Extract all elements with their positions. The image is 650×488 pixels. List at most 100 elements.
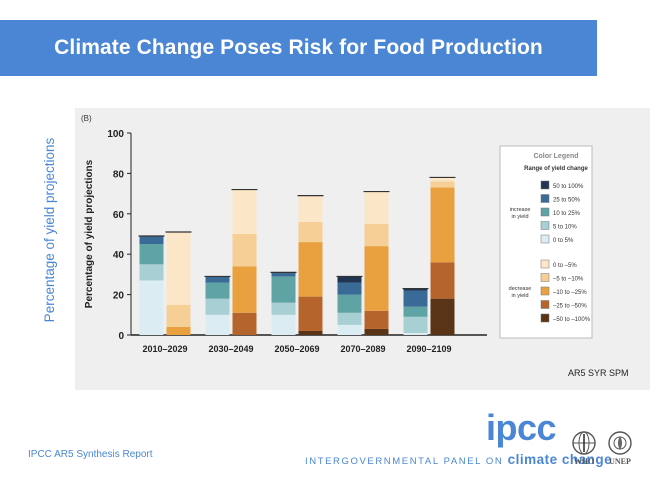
legend-swatch-decrease — [540, 313, 550, 323]
bar-segment-increase — [271, 314, 296, 335]
x-tick-label: 2010–2029 — [142, 344, 187, 354]
y-axis-title: Percentage of yield projections — [84, 159, 95, 308]
bar-segment-decrease — [364, 328, 389, 335]
bar-segment-decrease — [232, 234, 257, 267]
x-tick-label: 2070–2089 — [340, 344, 385, 354]
legend-subtitle: Range of yield change — [524, 166, 588, 172]
bar-segment-decrease — [430, 298, 455, 335]
x-tick-label: 2090–2109 — [406, 344, 451, 354]
panel-label: (B) — [81, 114, 92, 123]
legend-entry-label-decrease: –10 to –25% — [553, 290, 587, 296]
y-tick-label: 20 — [113, 291, 125, 302]
legend-entry-label-decrease: –50 to –100% — [553, 317, 591, 323]
legend-swatch-decrease — [540, 300, 550, 309]
bar-segment-increase — [271, 272, 296, 277]
y-tick-label: 100 — [107, 129, 124, 140]
legend-swatch-increase — [540, 221, 550, 230]
yield-projection-chart: (B) Percentage of yield projections 0 20 40 6… — [81, 114, 593, 354]
bar-segment-increase — [337, 312, 362, 325]
legend-title: Color Legend — [533, 153, 578, 160]
bar-segment-decrease — [166, 304, 191, 327]
bar-segment-decrease — [364, 310, 389, 329]
y-tick-label: 0 — [118, 331, 124, 342]
legend-entry-label-decrease: –25 to –50% — [553, 304, 587, 310]
bar-segment-increase — [271, 276, 296, 303]
source-note: AR5 SYR SPM — [568, 368, 629, 378]
bar-segment-decrease — [298, 221, 323, 243]
bar-segment-increase — [403, 332, 428, 335]
unep-emblem-icon — [608, 431, 632, 455]
legend-entry-label-increase: 0 to 5% — [553, 238, 574, 244]
legend-entry-label-increase: 5 to 10% — [553, 225, 577, 231]
slide-title: Climate Change Poses Risk for Food Produ… — [54, 36, 543, 59]
bar-segment-increase — [139, 280, 164, 335]
bar-segment-decrease — [364, 246, 389, 311]
bar-segment-increase — [403, 316, 428, 333]
legend-decrease-label: in yield — [511, 293, 528, 299]
bar-segment-decrease — [430, 187, 455, 263]
bar-segment-increase — [403, 306, 428, 317]
chart-panel: (B) Percentage of yield projections 0 20 40 6… — [75, 108, 650, 390]
legend-swatch-increase — [540, 180, 550, 190]
bar-segment-increase — [139, 236, 164, 245]
legend-swatch-increase — [540, 234, 550, 244]
bar-segment-increase — [205, 298, 230, 315]
bar-segment-decrease — [430, 181, 455, 188]
bar-segment-decrease — [364, 191, 389, 224]
legend-entry-label-increase: 10 to 25% — [553, 211, 581, 217]
footer-report-name: IPCC AR5 Synthesis Report — [28, 449, 153, 460]
side-axis-label: Percentage of yield projections — [25, 138, 75, 323]
legend-entry-label-decrease: 0 to –5% — [553, 263, 577, 269]
bars — [138, 176, 456, 335]
ipcc-org-line: INTERGOVERNMENTAL PANEL ON climate chang… — [305, 452, 612, 467]
x-tick-label: 2030–2049 — [208, 344, 253, 354]
legend-increase-label: increase — [510, 207, 531, 213]
legend-swatch-increase — [540, 194, 550, 203]
bar-segment-decrease — [232, 266, 257, 313]
bar-segment-decrease — [298, 296, 323, 331]
bar-segment-decrease — [298, 195, 323, 222]
who-logo: WHO — [567, 430, 601, 466]
legend-decrease-label: decrease — [509, 286, 532, 292]
legend-increase-label: in yield — [511, 214, 528, 220]
bar-segment-increase — [271, 302, 296, 315]
bar-segment-increase — [337, 276, 362, 283]
bar-segment-decrease — [364, 223, 389, 247]
bar-segment-increase — [205, 276, 230, 283]
ipcc-logo: ipcc — [486, 407, 557, 448]
bar-segment-increase — [337, 282, 362, 295]
bar-segment-increase — [403, 288, 428, 291]
title-bar: Climate Change Poses Risk for Food Produ… — [0, 20, 597, 76]
side-axis-label-text: Percentage of yield projections — [42, 137, 57, 323]
bar-segment-decrease — [298, 330, 323, 335]
who-label: WHO — [573, 457, 595, 466]
bar-segment-increase — [403, 290, 428, 307]
bar-segment-increase — [205, 282, 230, 299]
who-emblem-icon — [572, 431, 596, 455]
bar-segment-increase — [337, 324, 362, 335]
legend-entry-label-increase: 50 to 100% — [553, 184, 584, 190]
bar-segment-decrease — [166, 326, 191, 335]
y-tick-label: 60 — [113, 210, 125, 221]
bar-segment-increase — [205, 314, 230, 335]
bar-segment-decrease — [430, 262, 455, 299]
y-tick-label: 40 — [113, 250, 125, 261]
bar-segment-decrease — [166, 231, 191, 305]
unep-logo: UNEP — [603, 430, 637, 466]
bar-segment-decrease — [298, 242, 323, 297]
org-suffix: climate change — [507, 452, 613, 467]
bar-segment-decrease — [232, 312, 257, 335]
legend-swatch-decrease — [540, 286, 550, 296]
legend-swatch-decrease — [540, 259, 550, 269]
x-tick-label: 2050–2069 — [274, 344, 319, 354]
bar-segment-decrease — [430, 177, 455, 182]
legend-swatch-increase — [540, 207, 550, 217]
bar-segment-decrease — [232, 189, 257, 234]
bar-segment-increase — [139, 264, 164, 281]
bar-segment-increase — [337, 294, 362, 313]
legend-swatch-decrease — [540, 273, 550, 282]
y-tick-label: 80 — [113, 169, 125, 180]
legend-entry-label-decrease: –5 to –10% — [553, 277, 584, 283]
bar-segment-increase — [139, 244, 164, 265]
